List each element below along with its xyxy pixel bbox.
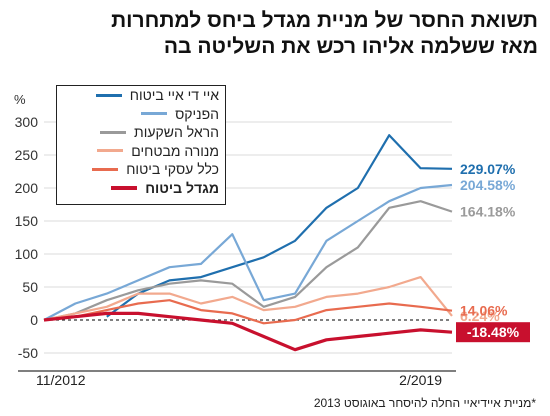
end-label: 6.24% bbox=[460, 308, 500, 324]
y-tick-label: 50 bbox=[22, 279, 38, 295]
y-tick-label: 300 bbox=[15, 114, 39, 130]
legend-swatch bbox=[95, 93, 122, 97]
title-line-1: תשואת החסר של מניית מגדל ביחס למתחרות bbox=[111, 9, 538, 32]
y-tick-label: 100 bbox=[15, 246, 39, 262]
end-label: -18.48% bbox=[467, 324, 520, 340]
legend-swatch bbox=[111, 185, 138, 190]
series-line bbox=[106, 134, 453, 318]
chart-title: תשואת החסר של מניית מגדל ביחס למתחרות מא… bbox=[12, 8, 538, 60]
legend-item: הפניקס bbox=[57, 105, 225, 124]
legend-label: מנורה מבטחים bbox=[131, 142, 219, 159]
legend-swatch bbox=[97, 149, 124, 153]
y-tick-label: 250 bbox=[15, 147, 39, 163]
y-tick-label: 150 bbox=[15, 213, 39, 229]
legend-swatch bbox=[92, 167, 119, 171]
series-line bbox=[43, 299, 453, 325]
series-line bbox=[43, 183, 453, 321]
y-unit-label: % bbox=[14, 92, 26, 107]
legend-label: הפניקס bbox=[175, 105, 219, 122]
title-line-2: מאז ששלמה אליהו רכש את השליטה בה bbox=[163, 35, 538, 58]
legend-item: מנורה מבטחים bbox=[57, 142, 225, 161]
legend-label: הראל השקעות bbox=[134, 124, 219, 141]
y-tick-label: 0 bbox=[30, 312, 38, 328]
legend-item: איי די איי ביטוח bbox=[57, 86, 225, 105]
legend-swatch bbox=[141, 112, 168, 116]
footnote: *מניית איידיאיי החלה להיסחר באוגוסט 2013 bbox=[313, 396, 536, 410]
end-label: 14.06% bbox=[460, 303, 508, 319]
legend-item: כלל עסקי ביטוח bbox=[57, 160, 225, 179]
series-line bbox=[43, 200, 453, 322]
x-tick-label: 11/2012 bbox=[36, 372, 86, 388]
legend-label: מגדל ביטוח bbox=[145, 179, 219, 196]
x-tick-label: 2/2019 bbox=[399, 372, 442, 388]
y-tick-label: -50 bbox=[18, 345, 38, 361]
series-line bbox=[43, 311, 453, 352]
legend-item: הראל השקעות bbox=[57, 123, 225, 142]
legend-label: כלל עסקי ביטוח bbox=[126, 161, 219, 178]
end-label: 164.18% bbox=[460, 204, 516, 220]
end-label: 229.07% bbox=[460, 161, 516, 177]
end-label: 204.58% bbox=[460, 177, 516, 193]
end-label-box bbox=[456, 322, 530, 343]
legend-swatch bbox=[100, 130, 127, 134]
y-tick-label: 200 bbox=[15, 180, 39, 196]
chart-legend: איי די איי ביטוח הפניקס הראל השקעות מנורה מ… bbox=[56, 85, 226, 205]
legend-label: איי די איי ביטוח bbox=[129, 87, 219, 104]
legend-item: מגדל ביטוח bbox=[57, 179, 225, 198]
series-line bbox=[43, 276, 453, 322]
